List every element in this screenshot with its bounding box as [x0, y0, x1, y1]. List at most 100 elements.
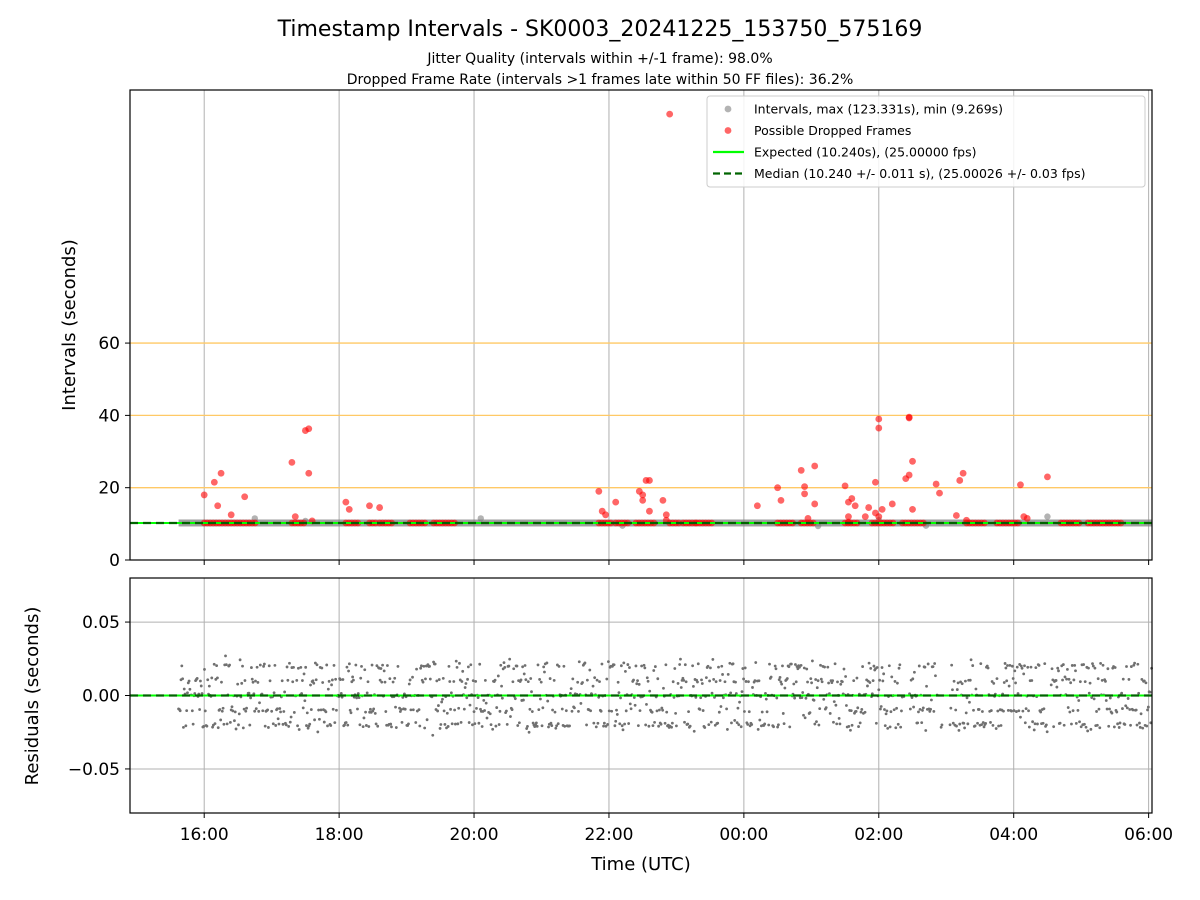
- residual-point: [569, 687, 573, 691]
- dropped-frame-point: [845, 513, 852, 521]
- residual-point: [583, 661, 587, 665]
- residual-point: [414, 721, 418, 724]
- residual-point: [563, 724, 567, 728]
- residual-point: [710, 691, 714, 695]
- residual-point: [541, 706, 545, 710]
- residual-point: [390, 725, 393, 729]
- residual-point: [389, 722, 393, 726]
- residual-point: [437, 678, 441, 681]
- chart-subtitle-jitter: Jitter Quality (intervals within +/-1 fr…: [426, 51, 772, 67]
- residual-point: [450, 722, 454, 726]
- residual-point: [1118, 721, 1122, 725]
- residual-point: [335, 708, 338, 712]
- residual-point: [658, 708, 661, 712]
- residual-point: [225, 722, 229, 726]
- residual-point: [537, 708, 541, 711]
- residual-point: [696, 662, 700, 666]
- residual-point: [455, 665, 459, 669]
- residual-point: [1029, 665, 1033, 669]
- dropped-frame-point: [905, 414, 913, 422]
- residual-point: [379, 667, 383, 670]
- residual-point: [692, 729, 696, 733]
- residual-point: [477, 721, 481, 725]
- residual-point: [530, 690, 533, 694]
- residual-point: [1003, 662, 1007, 665]
- residual-point: [458, 661, 461, 665]
- residual-point: [924, 729, 928, 732]
- residual-point: [460, 680, 464, 683]
- residual-point: [809, 677, 813, 681]
- residual-point: [856, 706, 860, 710]
- residual-point: [238, 658, 242, 662]
- residual-point: [1116, 722, 1119, 726]
- residual-point: [1005, 679, 1009, 683]
- residual-point: [775, 696, 779, 700]
- residual-point: [621, 728, 625, 732]
- residual-point: [351, 675, 355, 679]
- residual-point: [515, 664, 519, 668]
- residual-point: [1112, 725, 1116, 729]
- residual-point: [488, 712, 492, 716]
- residual-point: [363, 668, 367, 672]
- residual-point: [271, 722, 275, 726]
- residual-point: [982, 725, 986, 729]
- residual-point: [731, 662, 735, 666]
- chart-subtitle-dropped: Dropped Frame Rate (intervals >1 frames …: [347, 72, 854, 88]
- dropped-frame-point: [861, 513, 869, 521]
- residual-point: [376, 724, 380, 728]
- residual-point: [588, 668, 592, 672]
- residual-point: [526, 680, 530, 684]
- residual-point: [274, 724, 278, 727]
- residual-point: [1061, 678, 1064, 682]
- residual-point: [868, 681, 872, 684]
- residual-point: [1146, 705, 1150, 709]
- residual-point: [623, 722, 627, 726]
- residual-point: [955, 688, 959, 691]
- residual-point: [233, 710, 237, 714]
- residual-point: [1076, 708, 1080, 712]
- residual-point: [861, 665, 865, 668]
- residual-point: [1148, 690, 1152, 694]
- residual-point: [511, 680, 515, 684]
- residual-point: [428, 664, 431, 668]
- residual-point: [1049, 683, 1053, 687]
- residual-point: [1083, 722, 1086, 726]
- residual-point: [1023, 721, 1027, 725]
- residual-point: [1006, 664, 1009, 667]
- residual-point: [910, 696, 914, 699]
- residual-point: [788, 725, 792, 729]
- residual-point: [855, 676, 859, 680]
- residual-point: [869, 666, 873, 670]
- residual-point: [1092, 697, 1096, 701]
- residual-point: [352, 678, 355, 682]
- residual-point: [754, 661, 758, 664]
- residual-point: [799, 663, 803, 667]
- residual-point: [435, 679, 439, 683]
- residual-point: [783, 686, 787, 690]
- residual-point: [893, 680, 897, 683]
- residual-point: [977, 708, 981, 711]
- residual-point: [528, 707, 532, 711]
- residual-point: [317, 708, 321, 712]
- residual-point: [284, 723, 288, 727]
- residual-point: [360, 664, 363, 668]
- residual-point: [687, 710, 690, 714]
- residual-point: [860, 708, 864, 711]
- residual-point: [250, 666, 253, 669]
- residual-point: [521, 665, 525, 669]
- residual-point: [832, 720, 835, 724]
- residual-point: [814, 678, 818, 681]
- dropped-frame-point: [291, 513, 299, 521]
- residual-point: [921, 709, 924, 712]
- residual-point: [464, 682, 468, 685]
- residual-point: [812, 698, 816, 702]
- residual-point: [1117, 726, 1121, 729]
- residual-point: [792, 682, 796, 686]
- residual-point: [415, 667, 418, 671]
- dropped-frame-point: [639, 496, 647, 504]
- interval-point: [477, 515, 484, 522]
- residual-point: [866, 684, 869, 688]
- residual-point: [267, 664, 271, 668]
- residual-point: [787, 665, 791, 669]
- residual-point: [758, 718, 762, 722]
